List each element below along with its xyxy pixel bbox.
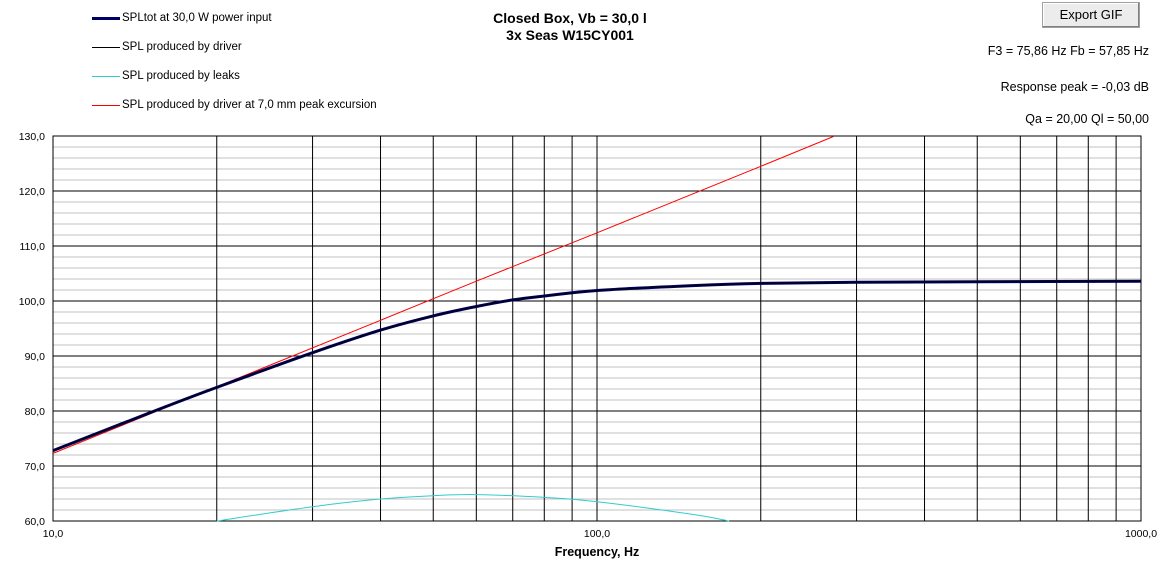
series-leaks-line — [216, 494, 730, 522]
y-tick-label: 80,0 — [25, 406, 46, 418]
y-tick-label: 120,0 — [19, 186, 45, 198]
chart-title-line2: 3x Seas W15CY001 — [506, 27, 634, 43]
legend-swatch-excursion — [92, 105, 120, 106]
x-axis-label: Frequency, Hz — [555, 545, 640, 559]
chart-title-line1: Closed Box, Vb = 30,0 l — [493, 10, 647, 26]
y-tick-label: 70,0 — [25, 461, 46, 473]
y-tick-label: 130,0 — [19, 131, 45, 143]
x-tick-label: 10,0 — [43, 528, 64, 540]
chart-title: Closed Box, Vb = 30,0 l 3x Seas W15CY001 — [420, 10, 720, 44]
legend-label-leaks: SPL produced by leaks — [122, 70, 240, 82]
legend-swatch-leaks — [92, 76, 120, 77]
export-gif-button[interactable]: Export GIF — [1042, 2, 1140, 28]
legend-label-driver: SPL produced by driver — [122, 41, 242, 53]
series-driver-line — [52, 280, 1142, 452]
y-tick-label: 60,0 — [25, 516, 46, 528]
f3-fb-info: F3 = 75,86 Hz Fb = 57,85 Hz — [987, 44, 1149, 58]
y-tick-label: 100,0 — [19, 296, 45, 308]
response-peak-info: Response peak = -0,03 dB — [1000, 80, 1149, 94]
grid — [52, 135, 1141, 522]
plot-frame — [52, 135, 1142, 522]
legend-label-excursion: SPL produced by driver at 7,0 mm peak ex… — [122, 99, 377, 111]
legend-swatch-driver — [92, 47, 120, 48]
qa-ql-info: Qa = 20,00 Ql = 50,00 — [1025, 112, 1149, 126]
y-tick-label: 90,0 — [25, 351, 46, 363]
x-tick-label: 1000,0 — [1125, 528, 1157, 540]
x-tick-label: 100,0 — [584, 528, 610, 540]
legend-swatch-spl-total — [92, 17, 120, 20]
series-layer — [52, 136, 1142, 522]
tick-labels: 60,0 70,0 80,0 90,0 100,0 110,0 120,0 130,0 10,0… — [19, 131, 1157, 540]
y-tick-label: 110,0 — [20, 241, 46, 253]
legend-label-spl-total: SPLtot at 30,0 W power input — [122, 12, 272, 24]
